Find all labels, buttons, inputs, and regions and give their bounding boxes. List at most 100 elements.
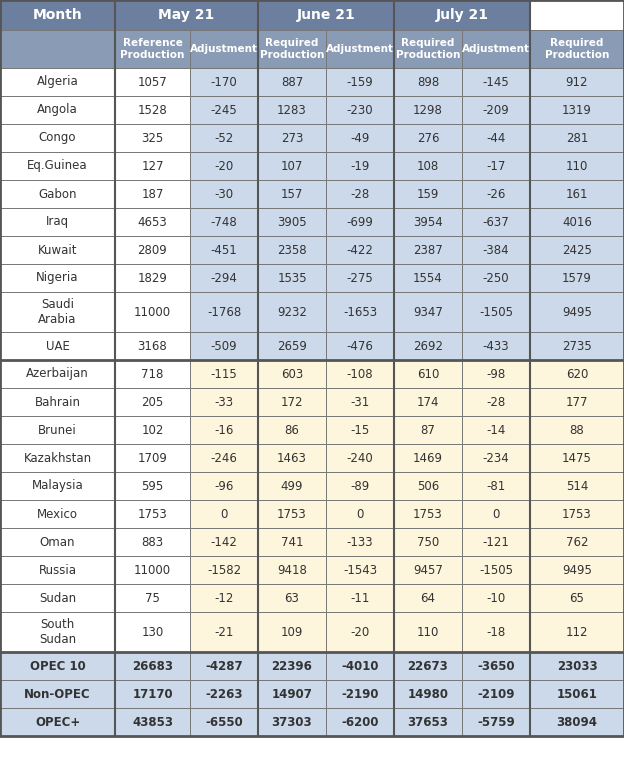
Text: 2425: 2425 [562,244,592,257]
Text: 620: 620 [566,367,588,381]
Text: 87: 87 [421,424,436,436]
Bar [115,612,190,652]
Bar [115,584,190,612]
Bar [530,152,624,180]
Bar [326,96,394,124]
Text: -2109: -2109 [477,687,515,701]
Bar [530,30,624,68]
Bar [394,236,462,264]
Bar [462,680,530,708]
Text: 14980: 14980 [407,687,449,701]
Bar [190,680,258,708]
Text: Saudi
Arabia: Saudi Arabia [38,298,77,327]
Bar [394,528,462,556]
Bar [530,444,624,472]
Text: -17: -17 [486,160,505,172]
Text: 127: 127 [141,160,163,172]
Bar [530,236,624,264]
Bar [0,652,115,680]
Text: 130: 130 [142,626,163,638]
Bar [0,292,115,332]
Bar [190,652,258,680]
Text: 4016: 4016 [562,215,592,229]
Text: June 21: June 21 [296,8,356,22]
Bar [394,0,530,30]
Text: 157: 157 [281,187,303,200]
Text: Month: Month [32,8,82,22]
Bar [530,680,624,708]
Text: -294: -294 [210,272,238,284]
Text: 0: 0 [356,507,364,521]
Text: 9495: 9495 [562,564,592,576]
Text: 883: 883 [142,536,163,549]
Bar [394,472,462,500]
Text: 65: 65 [570,591,585,604]
Text: -10: -10 [486,591,505,604]
Bar [115,472,190,500]
Bar [394,556,462,584]
Text: -49: -49 [350,132,369,145]
Text: 161: 161 [566,187,588,200]
Text: 86: 86 [285,424,300,436]
Bar [0,708,115,736]
Text: 506: 506 [417,479,439,493]
Text: Kazakhstan: Kazakhstan [24,452,92,464]
Text: 2692: 2692 [413,340,443,352]
Bar [115,360,190,388]
Bar [462,332,530,360]
Bar [462,652,530,680]
Bar [0,236,115,264]
Text: 22396: 22396 [271,659,313,673]
Bar [258,680,326,708]
Text: 26683: 26683 [132,659,173,673]
Text: -20: -20 [215,160,233,172]
Text: 281: 281 [566,132,588,145]
Bar [258,556,326,584]
Text: Reference
Production: Reference Production [120,38,185,60]
Text: -234: -234 [482,452,509,464]
Bar [394,152,462,180]
Text: 22673: 22673 [407,659,449,673]
Text: 37653: 37653 [407,716,449,728]
Bar [258,0,394,30]
Bar [394,388,462,416]
Bar [394,180,462,208]
Bar [115,500,190,528]
Bar [115,416,190,444]
Text: 1753: 1753 [562,507,592,521]
Text: -4010: -4010 [341,659,379,673]
Text: 2659: 2659 [277,340,307,352]
Text: 741: 741 [281,536,303,549]
Bar [0,444,115,472]
Bar [394,264,462,292]
Text: -230: -230 [347,103,373,117]
Text: 14907: 14907 [271,687,313,701]
Text: 38094: 38094 [557,716,598,728]
Text: -28: -28 [350,187,369,200]
Text: 75: 75 [145,591,160,604]
Bar [530,584,624,612]
Text: -21: -21 [214,626,233,638]
Bar [115,180,190,208]
Text: -2190: -2190 [341,687,379,701]
Text: 1709: 1709 [137,452,167,464]
Bar [462,444,530,472]
Bar [258,332,326,360]
Bar [462,708,530,736]
Text: 325: 325 [142,132,163,145]
Bar [326,444,394,472]
Text: -142: -142 [210,536,238,549]
Text: Adjustment: Adjustment [462,44,530,54]
Bar [394,652,462,680]
Text: -52: -52 [215,132,233,145]
Bar [0,584,115,612]
Text: 3905: 3905 [277,215,307,229]
Bar [190,528,258,556]
Bar [258,444,326,472]
Text: 205: 205 [142,395,163,409]
Bar [258,152,326,180]
Text: -6550: -6550 [205,716,243,728]
Bar [326,500,394,528]
Text: -699: -699 [346,215,373,229]
Text: 174: 174 [417,395,439,409]
